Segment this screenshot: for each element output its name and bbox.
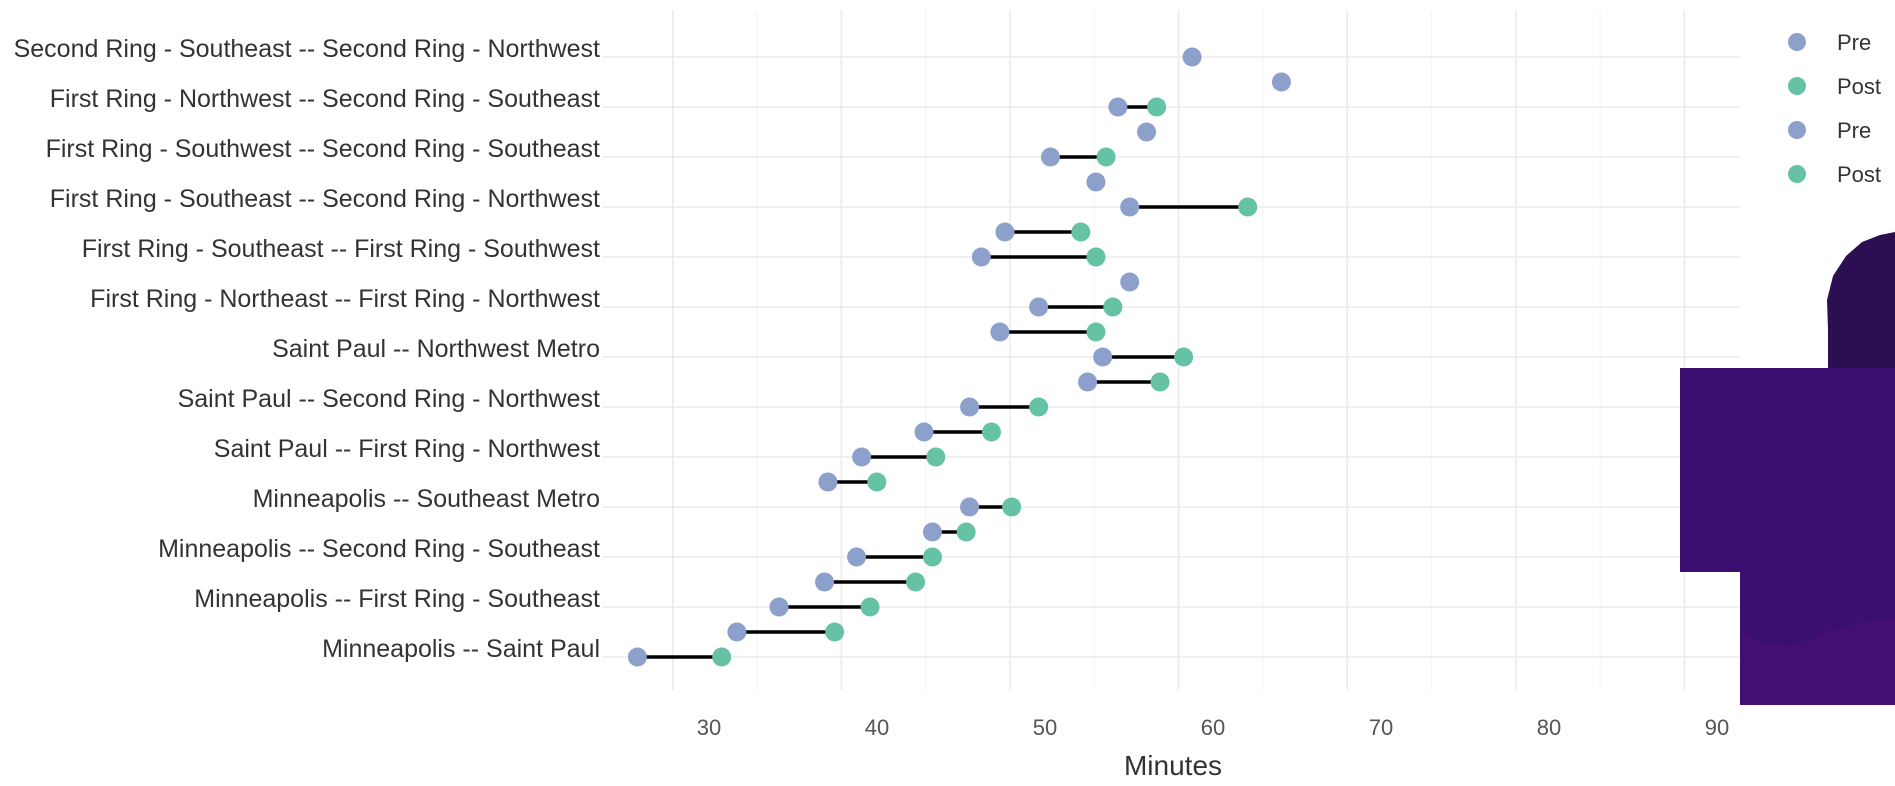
x-tick-label: 50 bbox=[1033, 715, 1057, 740]
y-tick-label: First Ring - Southeast -- Second Ring - … bbox=[50, 185, 600, 213]
pre-point bbox=[1108, 97, 1128, 117]
x-tick-label: 90 bbox=[1705, 715, 1729, 740]
post-point bbox=[825, 622, 845, 642]
post-point bbox=[1103, 297, 1123, 317]
y-tick-label: Saint Paul -- Northwest Metro bbox=[272, 335, 600, 363]
pre-point bbox=[960, 397, 980, 417]
post-point bbox=[922, 547, 942, 567]
post-point bbox=[956, 522, 976, 542]
y-tick-label: Minneapolis -- Saint Paul bbox=[322, 635, 600, 663]
legend-pre-swatch bbox=[1788, 33, 1806, 51]
chart-marks bbox=[627, 47, 1291, 667]
legend: Pre Post Pre Post bbox=[1788, 30, 1881, 187]
pre-point bbox=[1120, 272, 1140, 292]
pre-point bbox=[914, 422, 934, 442]
post-point bbox=[981, 422, 1001, 442]
legend-post-label: Post bbox=[1837, 162, 1881, 187]
x-tick-label: 60 bbox=[1201, 715, 1225, 740]
pre-point bbox=[1137, 122, 1157, 142]
legend-pre-label: Pre bbox=[1837, 30, 1871, 55]
legend-post-swatch bbox=[1788, 77, 1806, 95]
legend-post-swatch bbox=[1788, 165, 1806, 183]
pre-point bbox=[960, 497, 980, 517]
pre-point bbox=[1182, 47, 1202, 67]
y-tick-label: Saint Paul -- First Ring - Northwest bbox=[214, 435, 600, 463]
pre-point bbox=[1078, 372, 1098, 392]
y-tick-label: Saint Paul -- Second Ring - Northwest bbox=[178, 385, 600, 413]
y-axis-labels: Second Ring - Southeast -- Second Ring -… bbox=[14, 35, 600, 663]
pre-point bbox=[769, 597, 789, 617]
y-tick-label: Minneapolis -- First Ring - Southeast bbox=[194, 585, 600, 613]
pre-point bbox=[1029, 297, 1049, 317]
legend-pre-label: Pre bbox=[1837, 118, 1871, 143]
pre-point bbox=[971, 247, 991, 267]
post-point bbox=[1002, 497, 1022, 517]
pre-point bbox=[1086, 172, 1106, 192]
post-point bbox=[926, 447, 946, 467]
pre-point bbox=[922, 522, 942, 542]
pre-point bbox=[818, 472, 838, 492]
map-region-south bbox=[1740, 618, 1895, 705]
post-point bbox=[1029, 397, 1049, 417]
post-point bbox=[860, 597, 880, 617]
y-tick-label: First Ring - Southwest -- Second Ring - … bbox=[46, 135, 600, 163]
y-tick-label: First Ring - Northwest -- Second Ring - … bbox=[50, 85, 600, 113]
post-point bbox=[712, 647, 732, 667]
x-tick-label: 70 bbox=[1369, 715, 1393, 740]
y-tick-label: First Ring - Northeast -- First Ring - N… bbox=[90, 285, 600, 313]
grid-lines bbox=[602, 10, 1740, 690]
post-point bbox=[1147, 97, 1167, 117]
post-point bbox=[1174, 347, 1194, 367]
post-point bbox=[1071, 222, 1091, 242]
post-point bbox=[1086, 322, 1106, 342]
pre-point bbox=[990, 322, 1010, 342]
pre-point bbox=[1093, 347, 1113, 367]
post-point bbox=[1238, 197, 1258, 217]
pre-point bbox=[1120, 197, 1140, 217]
post-point bbox=[867, 472, 887, 492]
pre-point bbox=[1040, 147, 1060, 167]
map-region-west bbox=[1680, 368, 1895, 705]
y-tick-label: Second Ring - Southeast -- Second Ring -… bbox=[14, 35, 600, 63]
map-region-north bbox=[1827, 232, 1895, 372]
post-point bbox=[1096, 147, 1116, 167]
y-tick-label: First Ring - Southeast -- First Ring - S… bbox=[82, 235, 600, 263]
pre-point bbox=[847, 547, 867, 567]
post-point bbox=[1150, 372, 1170, 392]
post-point bbox=[906, 572, 926, 592]
post-point bbox=[1086, 247, 1106, 267]
pre-point bbox=[815, 572, 835, 592]
y-tick-label: Minneapolis -- Second Ring - Southeast bbox=[158, 535, 600, 563]
pre-point bbox=[727, 622, 747, 642]
legend-post-label: Post bbox=[1837, 74, 1881, 99]
pre-point bbox=[995, 222, 1015, 242]
map-fragment bbox=[1680, 232, 1895, 705]
x-tick-label: 80 bbox=[1537, 715, 1561, 740]
y-tick-label: Minneapolis -- Southeast Metro bbox=[253, 485, 600, 513]
x-tick-label: 40 bbox=[865, 715, 889, 740]
pre-point bbox=[852, 447, 872, 467]
x-axis-labels: 30 40 50 60 70 80 90 bbox=[697, 715, 1729, 740]
pre-point bbox=[1271, 72, 1291, 92]
legend-pre-swatch bbox=[1788, 121, 1806, 139]
x-axis-title: Minutes bbox=[1124, 750, 1222, 781]
pre-point bbox=[627, 647, 647, 667]
x-tick-label: 30 bbox=[697, 715, 721, 740]
